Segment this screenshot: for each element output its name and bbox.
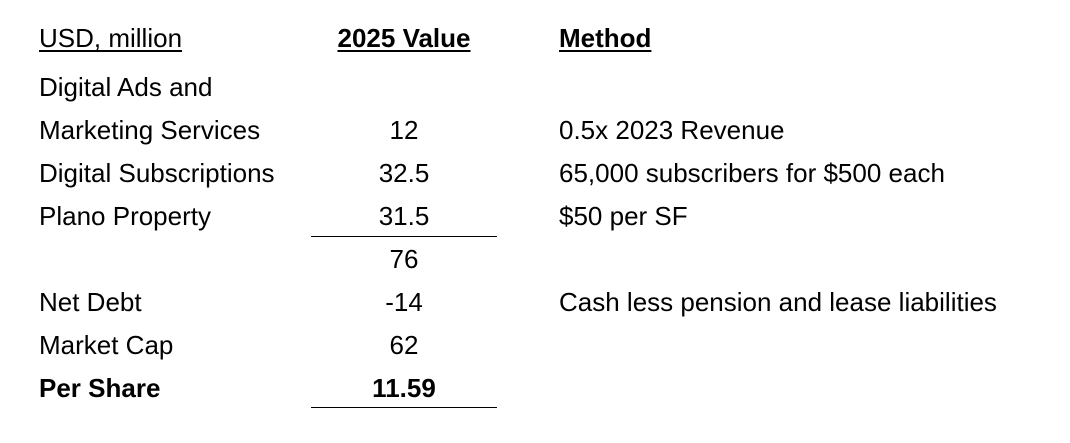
bottom-rule <box>311 407 497 408</box>
row-value-subtotal: 76 <box>389 244 419 274</box>
row-value-market-cap: 62 <box>389 330 419 360</box>
header-method: Method <box>559 23 652 53</box>
row-value-per-share: 11.59 <box>372 373 436 403</box>
subtotal-rule <box>311 236 497 237</box>
row-value-digital-subscriptions: 32.5 <box>378 158 430 188</box>
row-method-marketing-services: 0.5x 2023 Revenue <box>559 115 785 145</box>
row-value-net-debt: -14 <box>385 287 423 317</box>
header-2025-value: 2025 Value <box>337 23 471 53</box>
row-method-digital-subscriptions: 65,000 subscribers for $500 each <box>559 158 945 188</box>
row-label-market-cap: Market Cap <box>39 330 174 360</box>
row-value-plano-property: 31.5 <box>378 201 430 231</box>
row-label-plano-property: Plano Property <box>39 201 211 231</box>
row-method-net-debt: Cash less pension and lease liabilities <box>559 287 997 317</box>
row-label-per-share: Per Share <box>39 373 161 403</box>
row-method-plano-property: $50 per SF <box>559 201 688 231</box>
row-label-net-debt: Net Debt <box>39 287 142 317</box>
row-label-marketing-services: Marketing Services <box>39 115 261 145</box>
header-label-usd-million: USD, million <box>39 23 183 53</box>
row-label-digital-ads: Digital Ads and <box>39 72 213 102</box>
row-label-digital-subscriptions: Digital Subscriptions <box>39 158 275 188</box>
row-value-marketing-services: 12 <box>389 115 419 145</box>
